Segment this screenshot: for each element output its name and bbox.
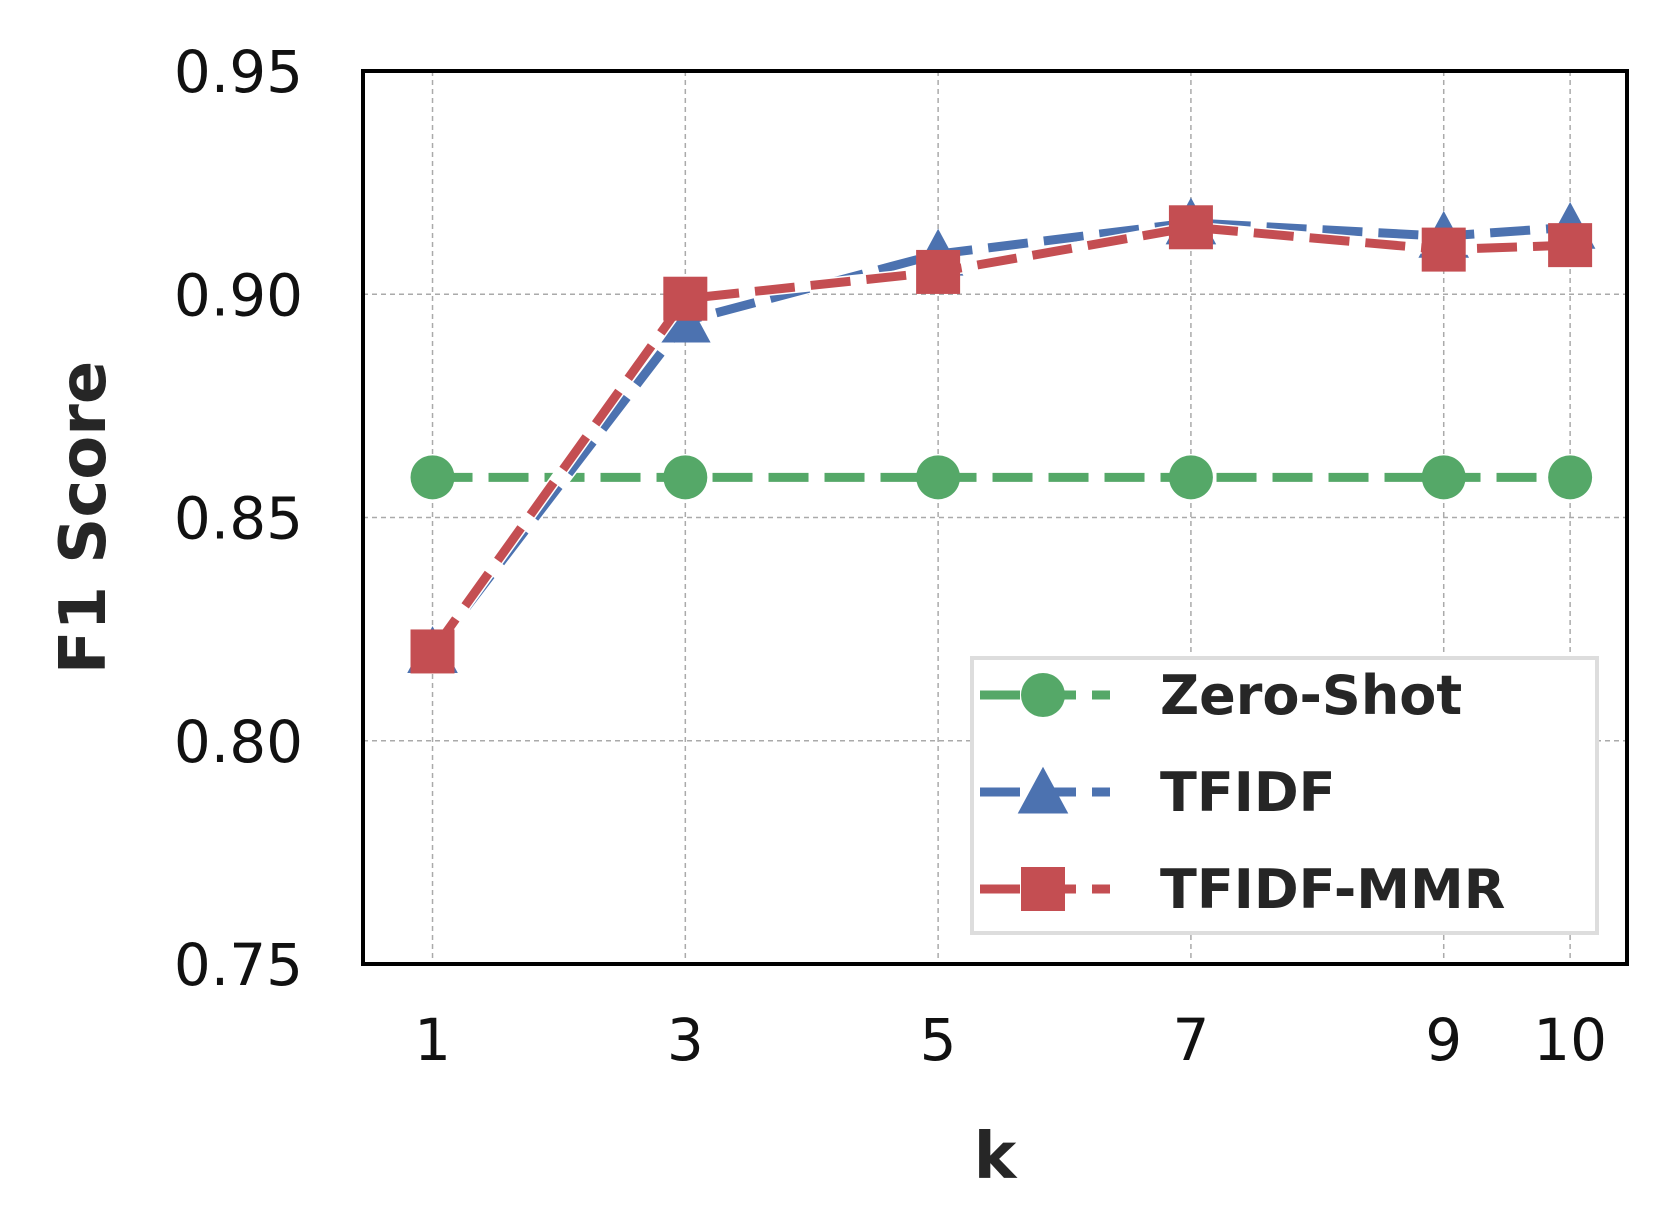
data-point xyxy=(410,455,455,500)
x-tick-label: 10 xyxy=(1533,1006,1607,1074)
data-point xyxy=(663,455,708,500)
legend-label: TFIDF xyxy=(1160,761,1336,824)
data-point xyxy=(1168,455,1213,500)
data-point xyxy=(916,249,961,294)
legend-label: Zero-Shot xyxy=(1160,664,1462,727)
x-axis-label: k xyxy=(974,1120,1018,1194)
legend: Zero-Shot TFIDF TFIDF-MMR xyxy=(970,656,1599,935)
legend-marker xyxy=(1021,673,1065,717)
data-point xyxy=(1548,455,1593,500)
legend-entry: Zero-Shot xyxy=(980,664,1462,727)
series-tfidf-mmr xyxy=(410,205,1593,674)
legend-entry: TFIDF-MMR xyxy=(980,858,1505,921)
x-axis-ticks: 1 3 5 7 9 10 xyxy=(414,1006,1607,1074)
series-line-halo xyxy=(427,216,1571,656)
legend-entry: TFIDF xyxy=(980,761,1336,824)
x-tick-label: 1 xyxy=(414,1006,451,1074)
data-point xyxy=(1168,205,1213,250)
series-line-halo xyxy=(427,221,1571,655)
data-point xyxy=(663,276,708,321)
data-point xyxy=(1421,455,1466,500)
y-axis-ticks: 0.75 0.80 0.85 0.90 0.95 xyxy=(174,38,303,999)
y-tick-label: 0.90 xyxy=(174,261,303,329)
y-axis-label: F1 Score xyxy=(47,361,121,675)
x-tick-label: 7 xyxy=(1172,1006,1209,1074)
y-tick-label: 0.80 xyxy=(174,708,303,776)
data-point xyxy=(916,455,961,500)
x-tick-label: 3 xyxy=(667,1006,704,1074)
x-tick-label: 5 xyxy=(920,1006,957,1074)
legend-marker xyxy=(1017,766,1069,814)
legend-label: TFIDF-MMR xyxy=(1160,858,1505,921)
series-line xyxy=(428,222,1571,655)
x-tick-label: 9 xyxy=(1425,1006,1462,1074)
data-point xyxy=(1421,227,1466,272)
data-point xyxy=(410,629,455,674)
y-tick-label: 0.85 xyxy=(174,485,303,553)
y-tick-label: 0.95 xyxy=(174,38,303,106)
data-point xyxy=(1548,223,1593,268)
plot-frame xyxy=(361,69,1629,966)
legend-marker xyxy=(1021,867,1065,911)
series-layer xyxy=(407,197,1596,674)
legend-box xyxy=(970,656,1599,935)
y-tick-label: 0.75 xyxy=(174,931,303,999)
series-zero-shot xyxy=(410,455,1593,500)
